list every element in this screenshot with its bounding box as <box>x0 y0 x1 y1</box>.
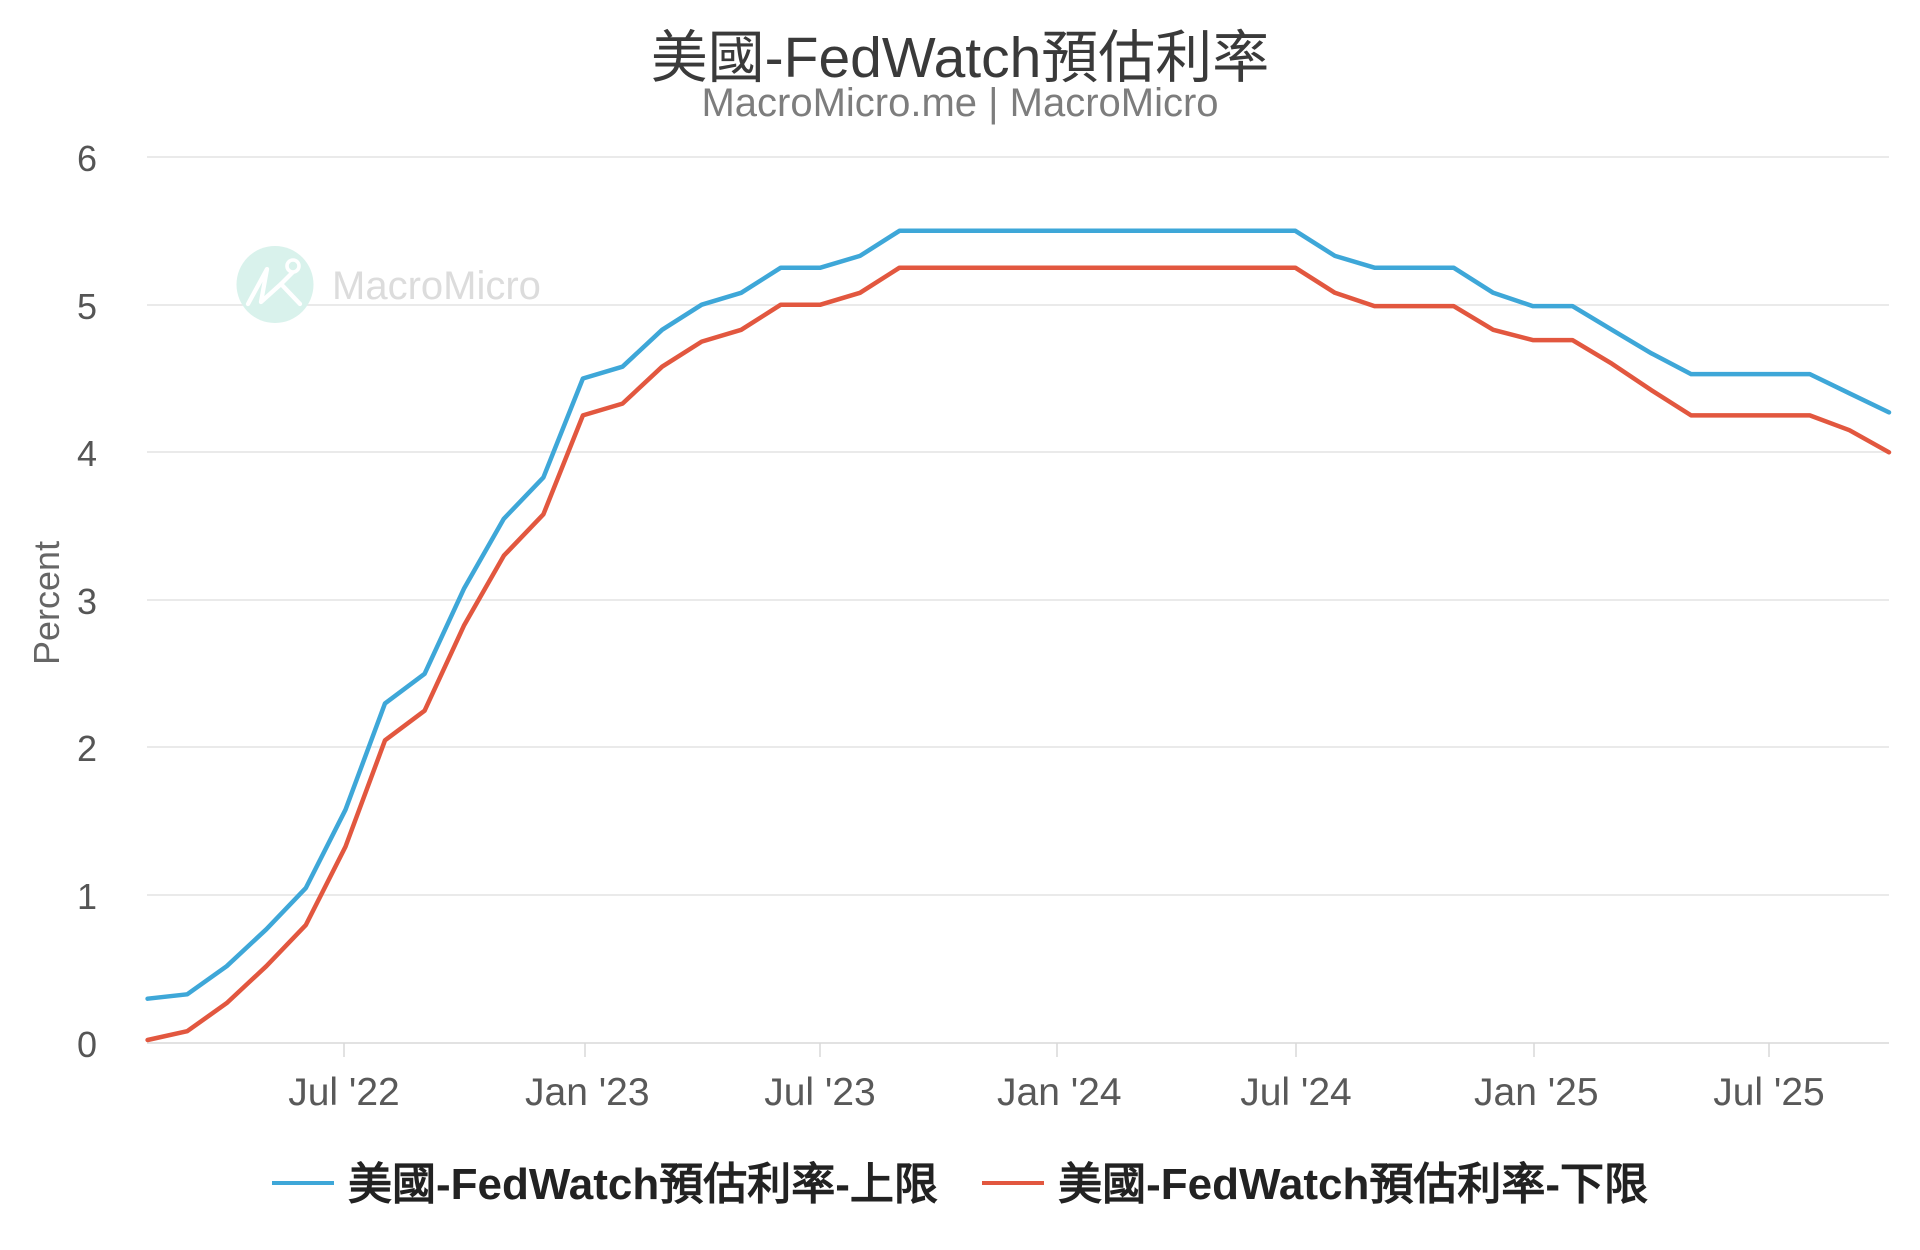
svg-text:MacroMicro: MacroMicro <box>332 264 541 308</box>
